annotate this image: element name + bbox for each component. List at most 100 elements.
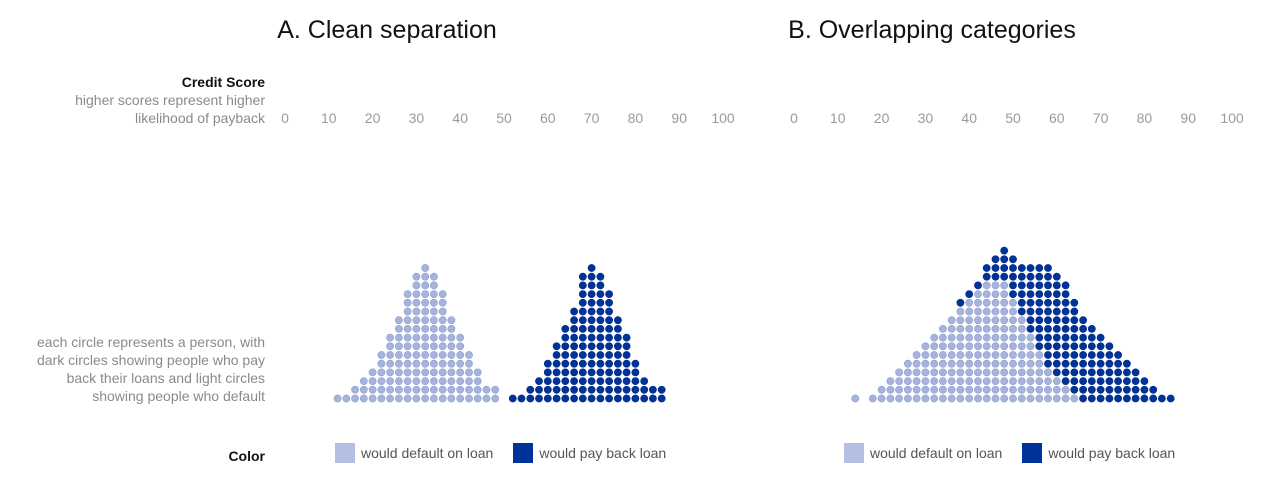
default-person-dot [412, 324, 421, 333]
circle-explainer-line-4: showing people who default [92, 388, 265, 404]
default-person-dot [1009, 385, 1017, 394]
default-person-dot [947, 342, 956, 351]
payback-person-dot [596, 368, 605, 377]
default-person-dot [921, 359, 930, 368]
x-tick-label: 50 [496, 110, 512, 126]
default-person-dot [1052, 385, 1061, 394]
payback-person-dot [1140, 394, 1149, 403]
payback-person-dot [1070, 368, 1079, 377]
default-person-dot [377, 394, 386, 403]
default-person-dot [912, 394, 921, 403]
default-person-dot [912, 351, 921, 359]
payback-person-dot [1000, 246, 1009, 255]
payback-person-dot [552, 385, 561, 394]
default-person-dot [403, 324, 412, 333]
payback-person-dot [1026, 307, 1035, 316]
default-person-dot [939, 324, 947, 333]
payback-person-dot [1052, 290, 1061, 298]
payback-person-dot [1070, 307, 1079, 316]
default-person-dot [947, 394, 956, 403]
default-person-dot [1017, 359, 1026, 368]
payback-person-dot [596, 298, 605, 307]
default-person-dot [939, 394, 947, 403]
default-person-dot [368, 377, 377, 385]
default-person-dot [956, 368, 965, 377]
payback-person-dot [974, 281, 982, 290]
payback-person-dot [1000, 255, 1009, 264]
default-person-dot [1009, 298, 1017, 307]
default-person-dot [982, 298, 991, 307]
default-person-dot [403, 351, 412, 359]
payback-person-dot [1087, 377, 1096, 385]
payback-person-dot [1123, 385, 1131, 394]
default-person-dot [465, 359, 473, 368]
default-person-dot [1017, 342, 1026, 351]
payback-person-dot [561, 368, 570, 377]
default-person-dot [974, 316, 982, 325]
default-person-dot [1009, 342, 1017, 351]
default-person-dot [333, 394, 342, 403]
default-person-dot [1035, 394, 1044, 403]
payback-person-dot [1009, 281, 1017, 290]
default-person-dot [438, 307, 447, 316]
default-person-dot [956, 333, 965, 342]
payback-person-dot [965, 290, 974, 298]
payback-person-dot [1096, 351, 1105, 359]
default-person-dot [456, 377, 465, 385]
payback-person-dot [596, 359, 605, 368]
payback-person-dot [587, 272, 596, 281]
payback-person-dot [570, 377, 578, 385]
payback-person-dot [1035, 298, 1044, 307]
default-person-dot [991, 290, 1000, 298]
default-person-dot [412, 281, 421, 290]
payback-person-dot [578, 281, 587, 290]
default-person-dot [930, 342, 939, 351]
default-person-dot [965, 298, 974, 307]
default-person-dot [1026, 377, 1035, 385]
default-person-dot [904, 385, 912, 394]
chart-b-title: B. Overlapping categories [788, 16, 1076, 44]
payback-person-dot [1035, 342, 1044, 351]
default-person-dot [947, 316, 956, 325]
payback-person-dot [552, 377, 561, 385]
x-tick-label: 70 [584, 110, 600, 126]
default-person-dot [438, 290, 447, 298]
payback-person-dot [543, 394, 552, 403]
default-person-dot [1061, 394, 1070, 403]
payback-person-dot [1131, 385, 1140, 394]
payback-person-dot [1070, 359, 1079, 368]
payback-person-dot [578, 385, 587, 394]
default-person-dot [412, 394, 421, 403]
default-person-dot [359, 385, 368, 394]
payback-person-dot [1061, 351, 1070, 359]
payback-person-dot [1052, 307, 1061, 316]
payback-person-dot [578, 324, 587, 333]
default-person-dot [947, 333, 956, 342]
default-person-dot [965, 385, 974, 394]
payback-person-dot [1035, 272, 1044, 281]
payback-person-dot [640, 394, 649, 403]
payback-person-dot [543, 385, 552, 394]
payback-person-dot [614, 316, 622, 325]
default-person-dot [947, 324, 956, 333]
default-person-dot [421, 290, 430, 298]
payback-person-dot [605, 385, 613, 394]
payback-person-dot [622, 377, 631, 385]
default-person-dot [921, 377, 930, 385]
payback-person-dot [587, 281, 596, 290]
x-tick-label: 60 [540, 110, 556, 126]
payback-person-dot [1035, 281, 1044, 290]
default-person-dot [956, 394, 965, 403]
payback-person-dot [1035, 264, 1044, 272]
x-tick-label: 20 [365, 110, 381, 126]
payback-person-dot [1044, 290, 1052, 298]
default-person-dot [465, 394, 473, 403]
default-person-dot [877, 385, 886, 394]
payback-person-dot [578, 298, 587, 307]
legend-payback-swatch [513, 443, 534, 463]
default-person-dot [939, 333, 947, 342]
x-tick-label: 100 [1220, 110, 1244, 126]
payback-person-dot [1052, 351, 1061, 359]
payback-person-dot [605, 324, 613, 333]
payback-person-dot [631, 394, 640, 403]
